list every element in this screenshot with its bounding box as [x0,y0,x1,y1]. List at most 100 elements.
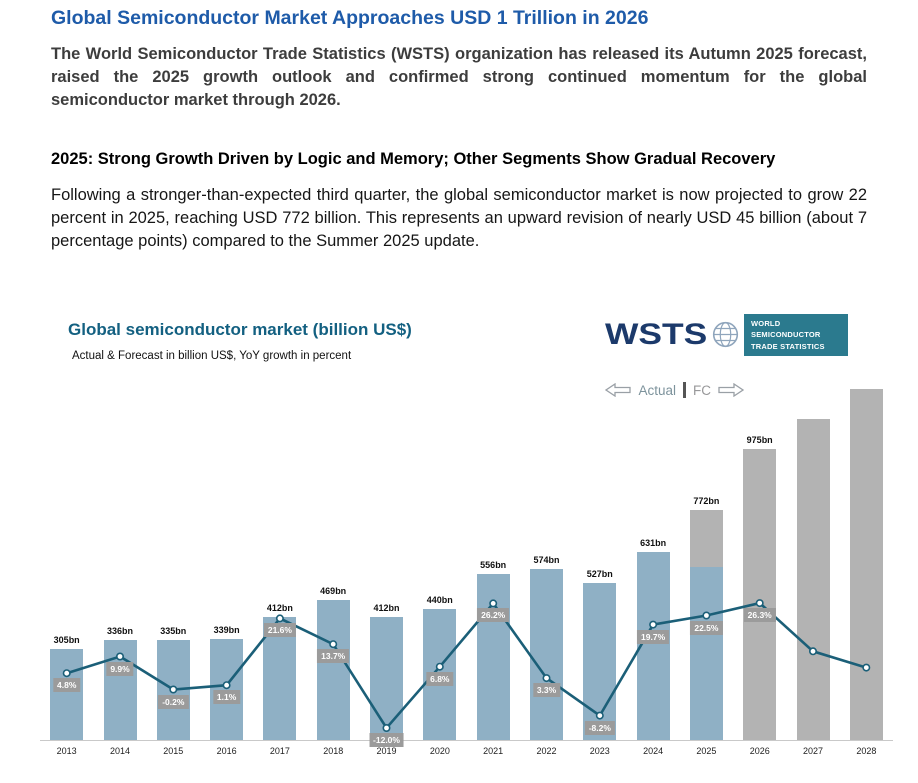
year-label: 2027 [803,746,824,756]
wsts-wordmark: WSTS [605,317,708,351]
bar-value-label: 556bn [480,560,507,570]
growth-label: -12.0% [369,733,404,747]
growth-label: 13.7% [317,649,350,664]
chart-header: Global semiconductor market (billion US$… [38,306,898,362]
wsts-tagline-line: WORLD [751,319,781,328]
bar-value-label: 469bn [320,586,347,596]
growth-line [66,601,867,731]
growth-point [595,711,604,720]
year-label: 2023 [589,746,610,756]
year-label: 2020 [429,746,450,756]
bar-value-label: 412bn [373,603,400,613]
wsts-logo: WSTS WORLD SEMICONDUCTOR TRADE STATISTIC… [605,314,848,356]
globe-icon [712,322,739,348]
year-label: 2025 [696,746,717,756]
growth-line-layer [62,599,871,732]
section-body: Following a stronger-than-expected third… [51,186,867,250]
legend-actual-label: Actual [638,382,676,398]
bar-value-label: 631bn [640,538,667,548]
bar-value-label: 412bn [266,603,293,613]
growth-point [489,599,498,608]
bar-2024 [636,552,670,740]
year-label: 2026 [749,746,770,756]
section-heading: 2025: Strong Growth Driven by Logic and … [51,150,776,168]
year-label: 2021 [483,746,504,756]
bar-2019 [370,617,403,740]
growth-point [329,640,338,649]
growth-point [702,611,711,620]
growth-label: -0.2% [158,694,189,709]
bar-2028 [849,389,883,740]
growth-point [169,685,178,694]
year-label: 2022 [536,746,557,756]
bar-value-label: 305bn [53,635,80,645]
growth-label: 19.7% [637,629,670,644]
bar-value-label: 975bn [746,435,773,445]
bar-value-label: 574bn [533,555,560,565]
bar-value-label: 440bn [426,595,453,605]
chart-plot: 305bn 336bn 335bn 339bn 412bn 469bn 412bn 440bn… [40,384,893,747]
bar-value-label: 772bn [693,496,720,506]
growth-point [435,662,444,671]
year-label: 2016 [216,746,237,756]
growth-point [862,663,871,672]
growth-label: 26.3% [743,608,776,623]
growth-label: 26.2% [477,608,510,623]
plot-wrap: 305bn 336bn 335bn 339bn 412bn 469bn 412bn 440bn… [40,384,893,756]
growth-label: 9.9% [106,661,134,676]
growth-label: -8.2% [584,720,615,735]
growth-label: 21.6% [263,623,296,638]
year-label: 2024 [643,746,664,756]
growth-label: 6.8% [426,671,454,686]
chart-legend: Actual FC [601,380,748,400]
growth-point [755,599,764,608]
growth-label: 1.1% [212,690,241,705]
bar-value-label: 335bn [160,626,187,636]
growth-labels-layer: 4.8% 9.9% -0.2% 1.1% 21.6% 13.7% -12.0% 6.8% 26.… [40,384,893,747]
bar-value-label: 527bn [586,569,613,579]
bar-2022 [530,569,563,740]
x-axis-years: 2013 2014 2015 2016 2017 2018 2019 2020 2021 2022… [40,741,893,756]
year-label: 2013 [56,746,77,756]
growth-point [382,723,391,732]
chart-title-group: Global semiconductor market (billion US$… [68,310,412,362]
growth-point [275,614,284,623]
legend-divider [683,382,686,398]
year-label: 2019 [376,746,397,756]
arrow-right-icon [718,383,744,397]
year-label: 2028 [856,746,877,756]
article-text-column: Global Semiconductor Market Approaches U… [51,0,867,253]
article-intro: The World Semiconductor Trade Statistics… [51,45,867,109]
growth-label: 3.3% [532,683,561,698]
chart-subtitle: Actual & Forecast in billion US$, YoY gr… [72,350,352,362]
article-title: Global Semiconductor Market Approaches U… [51,7,649,29]
year-label: 2017 [269,746,290,756]
bar-actual-portion [689,567,723,740]
year-label: 2015 [163,746,184,756]
bar-2017 [263,617,297,740]
wsts-tagline-line: SEMICONDUCTOR [751,330,821,340]
growth-point [222,681,231,690]
chart-title: Global semiconductor market (billion US$… [68,320,412,339]
bar-2013 [50,649,84,740]
year-label: 2018 [323,746,344,756]
growth-label: 22.5% [690,620,723,635]
wsts-tagline-line: TRADE STATISTICS [751,341,825,351]
growth-point [649,620,658,629]
bar-2016 [210,639,244,740]
growth-point [542,674,551,683]
growth-label: 4.8% [53,678,81,693]
legend-forecast-label: FC [693,382,711,398]
bar-2018 [316,600,350,740]
bar-2026 [743,449,777,740]
bar-value-label: 339bn [213,625,240,635]
bar-2027 [796,419,830,740]
chart-block: Global semiconductor market (billion US$… [38,306,898,772]
growth-point [62,669,71,678]
year-label: 2014 [109,746,130,756]
wsts-tagline: WORLD SEMICONDUCTOR TRADE STATISTICS [744,314,848,356]
arrow-left-icon [605,383,632,397]
growth-point [116,652,125,661]
bar-value-label: 336bn [106,626,133,636]
